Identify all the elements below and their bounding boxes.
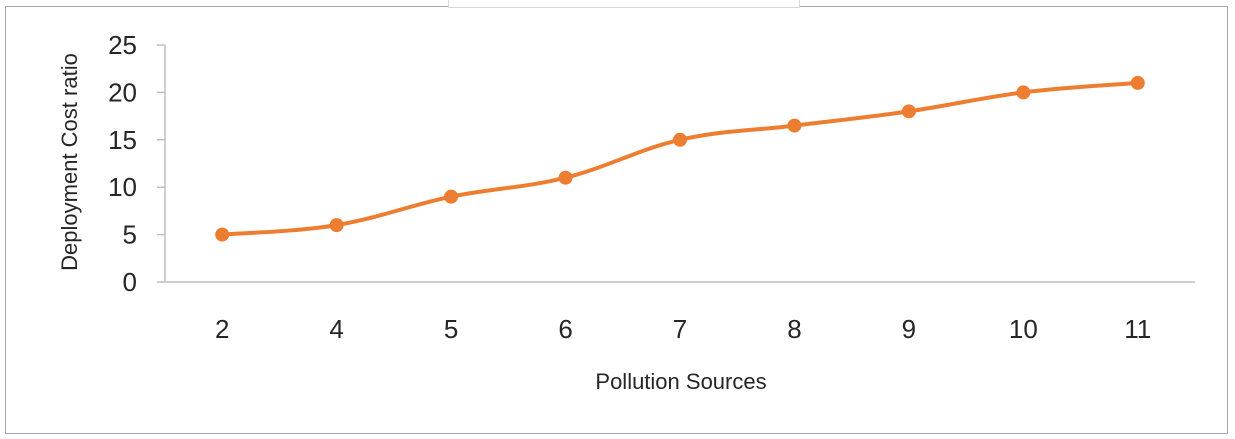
- data-point-marker: [1130, 75, 1145, 90]
- data-point-marker: [329, 218, 344, 233]
- chart-axes: [164, 45, 1195, 283]
- chart-series: [215, 75, 1145, 242]
- x-axis-title: Pollution Sources: [595, 369, 766, 394]
- data-point-marker: [787, 118, 802, 133]
- chart-frame: [5, 6, 1228, 434]
- x-axis-ticks: 2 4 5 6 7 8 9 10 11: [215, 314, 1151, 344]
- data-point-marker: [215, 227, 230, 242]
- data-point-marker: [1016, 85, 1031, 100]
- y-tick-label: 0: [123, 267, 137, 297]
- data-point-marker: [444, 189, 459, 204]
- data-point-marker: [901, 104, 916, 119]
- y-tick-label: 15: [108, 125, 137, 155]
- x-tick-label: 10: [1009, 314, 1038, 344]
- chart-title-placeholder: [448, 0, 800, 8]
- x-tick-label: 6: [558, 314, 572, 344]
- x-tick-label: 2: [215, 314, 229, 344]
- x-tick-label: 11: [1124, 314, 1151, 344]
- x-tick-label: 7: [673, 314, 687, 344]
- y-tick-label: 5: [123, 220, 137, 250]
- y-tick-label: 10: [108, 172, 137, 202]
- y-tick-label: 25: [108, 30, 137, 60]
- x-tick-label: 9: [902, 314, 916, 344]
- data-point-marker: [558, 170, 573, 185]
- series-line: [220, 80, 1140, 237]
- x-tick-label: 5: [444, 314, 458, 344]
- y-axis-ticks: 0 5 10 15 20 25: [108, 30, 165, 297]
- x-tick-label: 4: [329, 314, 343, 344]
- x-tick-label: 8: [787, 314, 801, 344]
- y-tick-label: 20: [108, 77, 137, 107]
- y-axis-title: Deployment Cost ratio: [57, 53, 82, 271]
- data-point-marker: [673, 132, 687, 147]
